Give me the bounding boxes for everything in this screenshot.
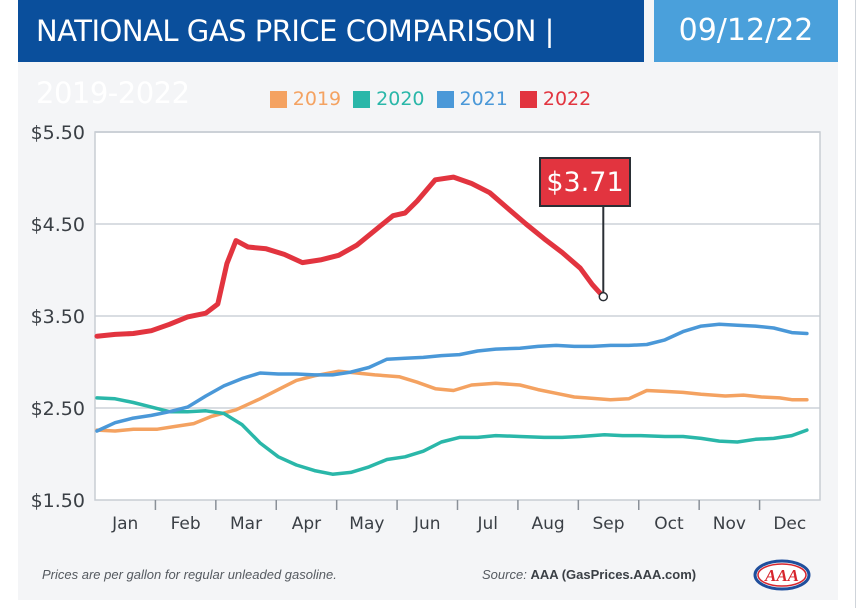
legend-label: 2019 (292, 88, 342, 110)
x-tick-label: Dec (773, 514, 806, 534)
series-line-2021 (95, 322, 809, 433)
svg-text:AAA: AAA (764, 566, 799, 585)
aaa-logo-icon: AAA (753, 559, 811, 591)
x-tick-label: Aug (532, 514, 565, 534)
legend-label: 2022 (542, 88, 592, 110)
y-tick-label: $5.50 (31, 122, 85, 144)
footnote: Prices are per gallon for regular unlead… (42, 567, 337, 582)
chart-legend: 2019 2020 2021 2022 (0, 88, 861, 114)
y-tick-label: $2.50 (31, 398, 85, 420)
page-edge-rule (855, 0, 856, 608)
legend-swatch (519, 90, 537, 108)
legend-item-2019: 2019 (269, 88, 342, 110)
legend-swatch (353, 90, 371, 108)
y-tick-label: $3.50 (31, 306, 85, 328)
y-tick-label: $1.50 (31, 490, 85, 512)
source-label: Source: (482, 567, 527, 582)
page-title: NATIONAL GAS PRICE COMPARISON | 2019-202… (18, 0, 644, 110)
date-badge: 09/12/22 (654, 0, 838, 62)
legend-label: 2020 (376, 88, 425, 110)
x-tick-label: Jun (413, 514, 441, 534)
y-tick-label: $4.50 (31, 214, 85, 236)
x-tick-label: May (349, 514, 384, 534)
legend-label: 2021 (459, 88, 508, 110)
series-line-2022 (94, 174, 606, 339)
x-tick-label: Mar (230, 514, 262, 534)
legend-item-2021: 2021 (436, 88, 508, 110)
x-tick-label: Nov (713, 514, 746, 534)
callout-box (539, 157, 631, 207)
series-line-2019 (95, 369, 809, 433)
legend-swatch (269, 90, 287, 108)
source-value: AAA (GasPrices.AAA.com) (530, 567, 697, 582)
x-tick-label: Jul (476, 514, 498, 534)
legend-item-2020: 2020 (353, 88, 425, 110)
x-tick-label: Oct (654, 514, 684, 534)
x-tick-label: Apr (292, 514, 321, 534)
callout-point (598, 291, 609, 302)
source-credit: Source: AAA (GasPrices.AAA.com) (482, 567, 696, 582)
callout-label: $3.71 (546, 167, 623, 198)
x-tick-label: Jan (111, 514, 138, 534)
header: NATIONAL GAS PRICE COMPARISON | 2019-202… (18, 0, 838, 110)
legend-item-2022: 2022 (519, 88, 592, 110)
series-line-2020 (95, 396, 809, 476)
legend-swatch (436, 90, 454, 108)
x-tick-label: Feb (171, 514, 201, 534)
x-tick-label: Sep (593, 514, 625, 534)
